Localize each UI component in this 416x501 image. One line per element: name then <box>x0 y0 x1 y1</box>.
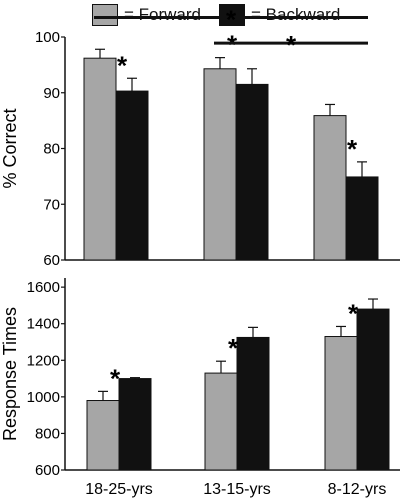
panel2-y-tick-label: 1200 <box>27 352 60 369</box>
panel2-significance-star: * <box>110 363 121 393</box>
panel2-y-tick-label: 600 <box>35 462 60 479</box>
panel2-y-tick-label: 800 <box>35 425 60 442</box>
panel1-bar-forward <box>313 115 347 261</box>
panel2-y-tick-label: 1000 <box>27 389 60 406</box>
legend-item-backward: = Backward <box>219 4 340 26</box>
forward-swatch <box>92 4 118 26</box>
panel2-y-axis-label: Response Times <box>0 307 20 441</box>
panel2-bar-forward <box>204 372 238 471</box>
panel2-y-tick-label: 1400 <box>27 316 60 333</box>
backward-swatch <box>219 4 245 26</box>
panel1-bar-backward <box>345 176 379 261</box>
panel1-y-tick-label: 70 <box>43 196 60 213</box>
panel1-y-tick-label: 100 <box>35 29 60 46</box>
panel1-y-tick-label: 80 <box>43 141 60 158</box>
panel1-significance-star: * <box>226 4 237 34</box>
legend-label-backward: = Backward <box>251 5 341 24</box>
panel1-significance-star: * <box>347 134 358 164</box>
panel1-significance-star: * <box>117 50 128 80</box>
panel1-bar-forward <box>83 57 117 261</box>
panel2-bar-backward <box>118 378 152 471</box>
panel2-bar-forward <box>86 400 120 471</box>
panel2-x-tick-label: 18-25-yrs <box>85 481 153 498</box>
panel2-bar-backward <box>356 308 390 471</box>
panel2-significance-star: * <box>228 333 239 363</box>
panel2-bar-forward <box>324 336 358 471</box>
panel1-y-axis-label: % Correct <box>0 108 20 188</box>
panel2-x-tick-label: 13-15-yrs <box>203 481 271 498</box>
panel2-significance-star: * <box>348 298 359 328</box>
legend-label-forward: = Forward <box>124 5 201 24</box>
panel2-bar-backward <box>236 336 270 471</box>
legend: = Forward = Backward <box>92 2 412 28</box>
panel2-y-tick-label: 1600 <box>27 279 60 296</box>
panel1-bar-forward <box>203 68 237 261</box>
panel1-y-tick-label: 90 <box>43 85 60 102</box>
legend-item-forward: = Forward <box>92 4 201 26</box>
panel1-bar-backward <box>115 90 149 261</box>
panel1-y-tick-label: 60 <box>43 252 60 269</box>
panel2-x-tick-label: 8-12-yrs <box>328 481 387 498</box>
panel1-bar-backward <box>235 83 269 261</box>
panel1-significance-star: * <box>286 30 297 60</box>
